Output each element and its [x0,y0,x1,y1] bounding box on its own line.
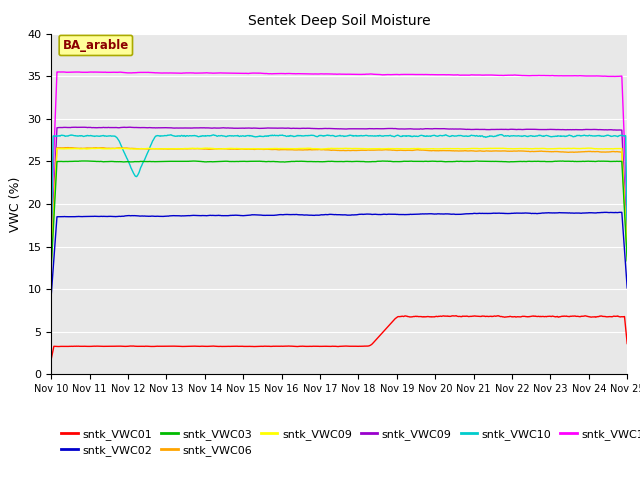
Legend: sntk_VWC01, sntk_VWC02, sntk_VWC03, sntk_VWC06, sntk_VWC09, sntk_VWC09, sntk_VWC: sntk_VWC01, sntk_VWC02, sntk_VWC03, sntk… [57,424,640,460]
Y-axis label: VWC (%): VWC (%) [9,176,22,232]
Title: Sentek Deep Soil Moisture: Sentek Deep Soil Moisture [248,14,431,28]
Text: BA_arable: BA_arable [63,39,129,52]
